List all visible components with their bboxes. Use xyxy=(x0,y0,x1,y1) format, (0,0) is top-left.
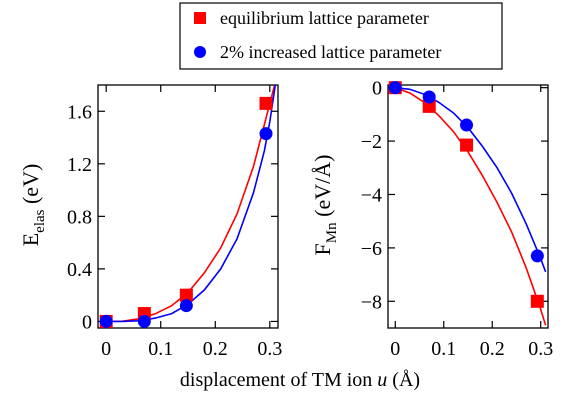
fit-curve xyxy=(106,85,277,323)
x-tick-label: 0 xyxy=(101,338,111,360)
x-tick-label: 0.1 xyxy=(431,338,456,360)
legend-marker-increased xyxy=(194,46,206,58)
x-tick-label: 0.1 xyxy=(148,338,173,360)
panel-left-elastic-energy: 0 0.1 0.2 0.3 0 0.4 0.8 1.2 1.6 xyxy=(67,84,282,360)
y-tick-label: 1.2 xyxy=(67,154,92,176)
legend-marker-equilibrium xyxy=(194,12,206,24)
y-tick-label: 0 xyxy=(372,78,382,100)
fit-curve xyxy=(395,86,547,326)
data-point-circle xyxy=(137,314,151,328)
plot-frame xyxy=(97,84,279,329)
legend-label-equilibrium: equilibrium lattice parameter xyxy=(220,8,429,28)
data-point-circle xyxy=(530,249,544,263)
x-axis-label: displacement of TM ion u (Å) xyxy=(180,369,420,391)
y-tick-label: 0 xyxy=(82,311,92,333)
data-point-square xyxy=(530,294,544,308)
data-point-square xyxy=(259,96,273,110)
y-tick-label: −4 xyxy=(361,184,382,206)
y-tick-label: 0.8 xyxy=(67,206,92,228)
y-tick-label: −2 xyxy=(361,131,382,153)
data-point-square xyxy=(460,138,474,152)
y-axis-label-right: FMn (eV/Å) xyxy=(310,155,340,256)
y-tick-label: 1.6 xyxy=(67,101,92,123)
x-tick-label: 0.3 xyxy=(257,338,282,360)
data-point-circle xyxy=(99,314,113,328)
plot-frame xyxy=(387,84,549,329)
data-point-circle xyxy=(460,118,474,132)
x-tick-label: 0 xyxy=(390,338,400,360)
data-point-circle xyxy=(259,127,273,141)
data-point-circle xyxy=(422,90,436,104)
legend: equilibrium lattice parameter 2% increas… xyxy=(179,2,503,70)
fit-curve xyxy=(395,86,547,273)
data-point-circle xyxy=(388,81,402,95)
data-point-square xyxy=(179,288,193,302)
y-tick-label: −6 xyxy=(361,238,382,260)
y-tick-label: −8 xyxy=(361,291,382,313)
fit-curve xyxy=(106,85,276,323)
legend-label-increased: 2% increased lattice parameter xyxy=(220,42,441,62)
x-tick-label: 0.2 xyxy=(203,338,228,360)
x-tick-label: 0.3 xyxy=(528,338,553,360)
legend-box xyxy=(179,2,503,70)
data-point-square xyxy=(422,99,436,113)
y-tick-label: 0.4 xyxy=(67,259,92,281)
panel-right-mn-force: 0 0.1 0.2 0.3 0 −2 −4 −6 −8 xyxy=(361,78,554,360)
x-tick-label: 0.2 xyxy=(480,338,505,360)
data-point-circle xyxy=(179,299,193,313)
y-axis-label-left: Eelas (eV) xyxy=(18,164,48,247)
